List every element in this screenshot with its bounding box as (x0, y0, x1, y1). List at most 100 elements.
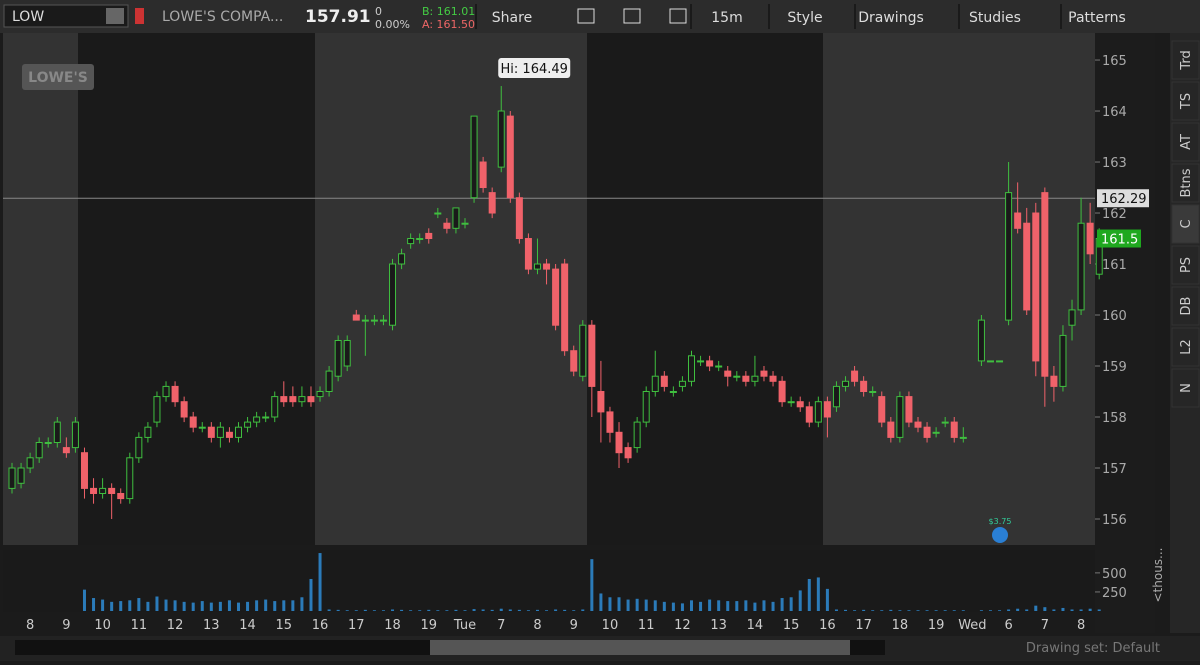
side-tab[interactable] (1171, 122, 1200, 162)
y-tick-label: 165 (1102, 54, 1127, 69)
volume-bar (853, 610, 857, 611)
volume-bar (807, 578, 811, 611)
candle-body (298, 396, 306, 403)
candle-body (434, 212, 442, 215)
icon-button[interactable] (669, 8, 687, 24)
candle-body (697, 360, 705, 363)
candle-body (660, 375, 668, 387)
last-price: 157.91 (305, 7, 371, 27)
price-tag-label: 162.29 (1101, 192, 1147, 207)
candle-body (932, 431, 940, 434)
volume-bar (599, 593, 603, 611)
volume-bar (472, 609, 476, 611)
volume-bar (798, 590, 802, 611)
volume-bar (590, 559, 594, 611)
volume-bar (454, 609, 458, 611)
candle-body (941, 421, 949, 424)
toolbar-button[interactable]: Patterns (1068, 10, 1126, 26)
side-tab[interactable] (1171, 81, 1200, 121)
volume-bar (898, 610, 902, 611)
volume-bar (563, 609, 567, 611)
volume-bar (644, 599, 648, 611)
volume-bar (671, 602, 675, 611)
icon-button[interactable] (623, 8, 641, 24)
side-tab[interactable] (1171, 368, 1200, 408)
toolbar-button[interactable]: Studies (969, 10, 1021, 26)
side-tab[interactable] (1171, 286, 1200, 326)
side-tab[interactable] (1171, 40, 1200, 80)
x-tick-label: 19 (420, 618, 437, 633)
candle-body (289, 396, 297, 403)
scroll-thumb[interactable] (430, 640, 850, 655)
side-tab[interactable] (1171, 204, 1200, 244)
side-tab[interactable] (1171, 245, 1200, 285)
candle-body (515, 197, 523, 240)
volume-bar (535, 609, 539, 611)
candle-body (99, 487, 107, 494)
volume-bar (427, 609, 431, 611)
volume-bar (318, 553, 322, 611)
candle-body (860, 380, 868, 393)
candle-body (579, 324, 587, 377)
x-tick-label: 13 (203, 618, 220, 633)
volume-bar (925, 610, 929, 611)
candle-body (796, 401, 804, 408)
candle-body (887, 421, 895, 438)
symbol-box[interactable] (3, 4, 129, 28)
drawing-set[interactable]: Drawing set: Default (1026, 641, 1160, 656)
side-tab-label: Btns (1179, 168, 1194, 197)
regular-session (587, 33, 823, 545)
icon-button[interactable] (577, 8, 595, 24)
candle-body (1023, 222, 1031, 311)
volume-bar (1043, 607, 1047, 611)
volume-bar (998, 610, 1002, 611)
price-tag (1097, 189, 1149, 208)
candle-body (189, 416, 197, 428)
candle-body (1014, 212, 1022, 229)
candle-body (53, 421, 61, 443)
dropdown[interactable] (106, 8, 124, 24)
volume-bar (391, 609, 395, 611)
candle-body (361, 319, 369, 322)
dividend-icon[interactable] (992, 527, 1008, 543)
x-tick-label: 8 (533, 618, 541, 633)
toolbar-button[interactable]: 15m (711, 10, 742, 26)
volume-bar (526, 610, 530, 611)
candle-body (443, 222, 451, 229)
volume-bar (372, 610, 376, 611)
volume-bar (264, 599, 268, 611)
candle-body (832, 385, 840, 408)
candle-body (1077, 222, 1085, 311)
bid: B: 161.01 (422, 5, 475, 18)
volume-bar (354, 610, 358, 611)
candle-body (398, 253, 406, 265)
volume-bar (844, 609, 848, 611)
candle-body (1041, 192, 1049, 377)
candle-body (253, 416, 261, 423)
x-tick-label: 11 (638, 618, 655, 633)
candle-body (135, 436, 143, 459)
toolbar-button[interactable]: Style (787, 10, 822, 26)
candle-body (678, 380, 686, 387)
candle-body (533, 263, 541, 270)
candle-body (325, 370, 333, 393)
candle-body (914, 421, 922, 428)
toolbar-button[interactable]: Share (492, 10, 532, 26)
toolbar (0, 0, 1200, 33)
candle-body (1050, 375, 1058, 387)
volume-bar (662, 601, 666, 611)
side-tab[interactable] (1171, 327, 1200, 367)
toolbar-button[interactable]: Drawings (858, 10, 924, 26)
candle-body (379, 319, 387, 322)
x-tick-label: Tue (453, 618, 476, 633)
side-tab[interactable] (1171, 163, 1200, 203)
regular-session (78, 33, 315, 545)
x-tick-label: 6 (1004, 618, 1012, 633)
candle-body (1005, 192, 1013, 321)
candle-body (44, 441, 52, 444)
volume-bar (508, 609, 512, 611)
volume-bar (218, 601, 222, 611)
price-axis (1095, 33, 1155, 633)
y-tick-label: 160 (1102, 309, 1127, 324)
x-tick-label: 16 (312, 618, 329, 633)
